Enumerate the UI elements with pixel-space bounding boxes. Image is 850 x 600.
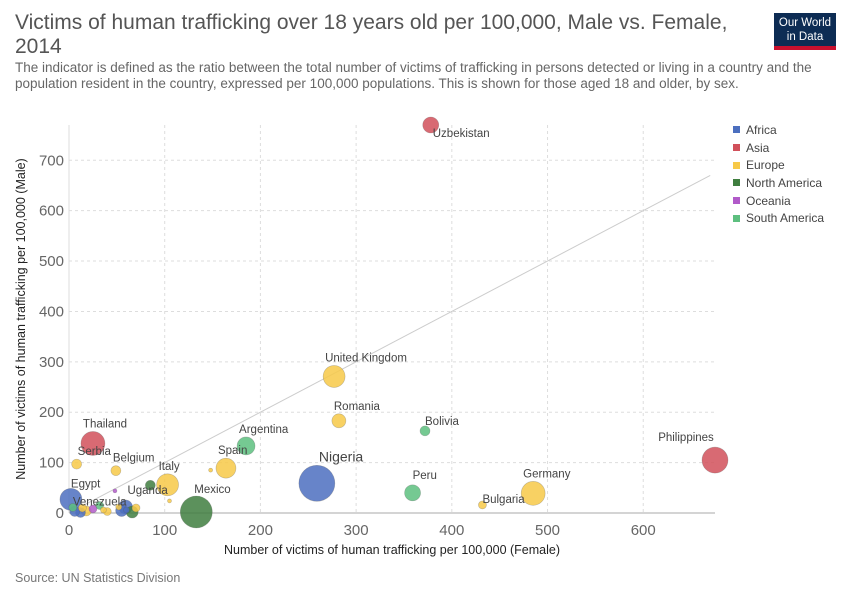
- legend-item[interactable]: Asia: [733, 139, 824, 157]
- data-point: [123, 506, 130, 514]
- legend-swatch: [733, 179, 740, 187]
- data-point: [179, 495, 213, 529]
- y-axis-label: Number of victims of human trafficking p…: [14, 158, 28, 479]
- logo-line-2: in Data: [786, 31, 824, 43]
- source-note: Source: UN Statistics Division: [15, 571, 181, 585]
- data-point: [131, 503, 141, 513]
- legend-swatch: [733, 161, 740, 169]
- legend-swatch: [733, 214, 740, 222]
- data-point: [68, 503, 78, 512]
- point-label: Bulgaria: [482, 494, 525, 506]
- legend-label: Oceania: [746, 193, 791, 208]
- legend: Africa Asia Europe North America Oceania Sout…: [733, 121, 824, 227]
- x-tick-label: 100: [152, 522, 177, 539]
- data-point: [100, 506, 107, 514]
- legend-label: North America: [746, 175, 823, 190]
- legend-item[interactable]: Oceania: [733, 192, 824, 210]
- legend-label: Asia: [746, 140, 770, 155]
- logo-accent-bar: [774, 46, 836, 50]
- x-tick-label: 500: [535, 522, 560, 539]
- legend-label: Europe: [746, 158, 785, 173]
- point-label: United Kingdom: [325, 352, 407, 364]
- point-label: Argentina: [239, 424, 289, 436]
- y-tick-label: 400: [39, 303, 64, 320]
- data-point: [404, 484, 421, 502]
- point-label: Romania: [334, 401, 381, 413]
- data-point: [478, 500, 487, 510]
- data-point: [419, 425, 431, 437]
- data-point: [71, 458, 82, 470]
- point-label: Philippines: [658, 432, 714, 444]
- data-point: [88, 504, 98, 514]
- point-label: Egypt: [71, 478, 101, 490]
- legend-label: Africa: [746, 122, 777, 137]
- data-point: [701, 446, 729, 474]
- y-tick-label: 500: [39, 253, 64, 270]
- y-tick-label: 0: [56, 505, 64, 522]
- point-label: Serbia: [78, 446, 112, 458]
- x-tick-label: 300: [344, 522, 369, 539]
- data-point: [520, 481, 546, 506]
- legend-item[interactable]: North America: [733, 174, 824, 192]
- data-point: [78, 503, 87, 513]
- x-axis-label: Number of victims of human trafficking p…: [224, 543, 560, 557]
- point-label: Uzbekistan: [433, 128, 490, 140]
- data-point: [215, 457, 237, 479]
- point-label: Italy: [159, 461, 180, 473]
- point-label: Thailand: [83, 418, 127, 430]
- data-point: [112, 488, 118, 494]
- data-point: [167, 498, 172, 504]
- data-point: [208, 467, 213, 473]
- point-label: Mexico: [194, 484, 230, 496]
- chart-subtitle: The indicator is defined as the ratio be…: [15, 60, 812, 91]
- point-label: Peru: [413, 470, 437, 482]
- data-point: [110, 465, 122, 476]
- data-point: [80, 431, 106, 456]
- data-point: [298, 464, 336, 502]
- data-point: [331, 413, 347, 429]
- legend-item[interactable]: South America: [733, 209, 824, 227]
- data-point: [236, 436, 256, 456]
- legend-item[interactable]: Africa: [733, 121, 824, 139]
- y-tick-label: 700: [39, 152, 64, 169]
- y-tick-label: 300: [39, 354, 64, 371]
- legend-swatch: [733, 126, 740, 134]
- legend-label: South America: [746, 211, 825, 226]
- data-point: [156, 473, 179, 497]
- point-label: Uganda: [127, 485, 168, 497]
- point-label: Nigeria: [319, 448, 364, 464]
- x-tick-label: 600: [631, 522, 656, 539]
- data-point: [422, 116, 440, 134]
- data-point: [95, 501, 104, 510]
- point-label: Spain: [218, 445, 247, 457]
- point-label: Bolivia: [425, 416, 459, 428]
- data-point: [322, 365, 346, 388]
- x-tick-label: 0: [65, 522, 73, 539]
- y-tick-label: 100: [39, 455, 64, 472]
- x-tick-label: 400: [439, 522, 464, 539]
- legend-swatch: [733, 197, 740, 205]
- legend-swatch: [733, 144, 740, 152]
- point-label: Belgium: [113, 453, 155, 465]
- reference-line: [68, 174, 711, 514]
- point-label: Germany: [523, 468, 571, 480]
- y-tick-label: 600: [39, 203, 64, 220]
- data-point: [145, 479, 156, 491]
- logo-line-1: Our World: [778, 17, 832, 29]
- chart-title: Victims of human trafficking over 18 yea…: [15, 11, 728, 58]
- owid-logo[interactable]: Our World in Data: [774, 13, 836, 50]
- legend-item[interactable]: Europe: [733, 156, 824, 174]
- x-tick-label: 200: [248, 522, 273, 539]
- data-point: [115, 503, 123, 511]
- y-tick-label: 200: [39, 404, 64, 421]
- point-label: Venezuela: [73, 496, 127, 508]
